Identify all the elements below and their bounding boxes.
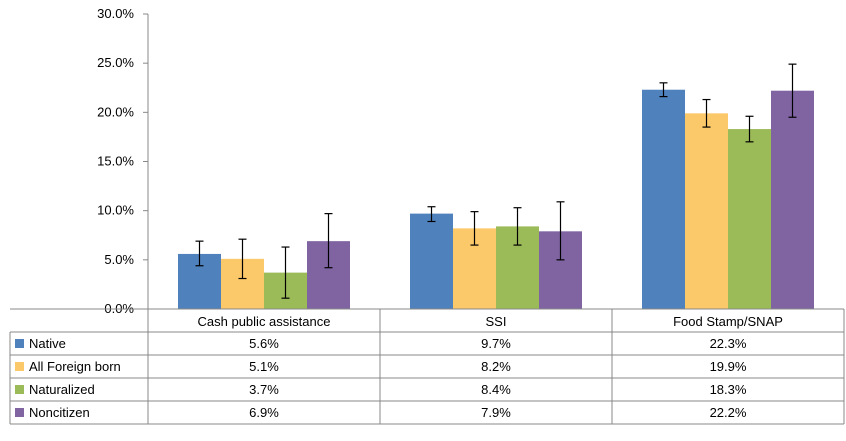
bar-3-2: [771, 90, 814, 309]
bar-2-2: [728, 129, 771, 309]
bars: [178, 89, 814, 309]
y-tick-label: 30.0%: [97, 6, 134, 21]
bar-0-2: [642, 89, 685, 309]
legend-swatch: [15, 362, 24, 371]
legend-label: All Foreign born: [29, 359, 121, 374]
category-label: Cash public assistance: [198, 314, 331, 329]
category-label: Food Stamp/SNAP: [673, 314, 783, 329]
bar-0-1: [410, 213, 453, 309]
axes: 0.0%5.0%10.0%15.0%20.0%25.0%30.0%: [97, 6, 149, 316]
y-tick-label: 10.0%: [97, 203, 134, 218]
legend-swatch: [15, 408, 24, 417]
data-label: 9.7%: [481, 336, 511, 351]
data-label: 8.4%: [481, 382, 511, 397]
category-label: SSI: [486, 314, 507, 329]
data-label: 5.1%: [249, 359, 279, 374]
data-label: 5.6%: [249, 336, 279, 351]
legend-label: Noncitizen: [29, 405, 90, 420]
data-label: 22.3%: [710, 336, 747, 351]
data-label: 3.7%: [249, 382, 279, 397]
legend-label: Naturalized: [29, 382, 95, 397]
data-table: Cash public assistance SSI Food Stamp/SNAP…: [9, 308, 845, 425]
y-tick-label: 20.0%: [97, 104, 134, 119]
y-tick-label: 15.0%: [97, 154, 134, 169]
data-label: 8.2%: [481, 359, 511, 374]
y-tick-label: 5.0%: [104, 252, 134, 267]
data-label: 7.9%: [481, 405, 511, 420]
data-label: 22.2%: [710, 405, 747, 420]
bar-1-2: [685, 113, 728, 309]
data-label: 6.9%: [249, 405, 279, 420]
error-bars: [195, 63, 797, 299]
y-tick-label: 25.0%: [97, 55, 134, 70]
legend-label: Native: [29, 336, 66, 351]
legend-swatch: [15, 339, 24, 348]
data-label: 18.3%: [710, 382, 747, 397]
data-label: 19.9%: [710, 359, 747, 374]
legend-swatch: [15, 385, 24, 394]
